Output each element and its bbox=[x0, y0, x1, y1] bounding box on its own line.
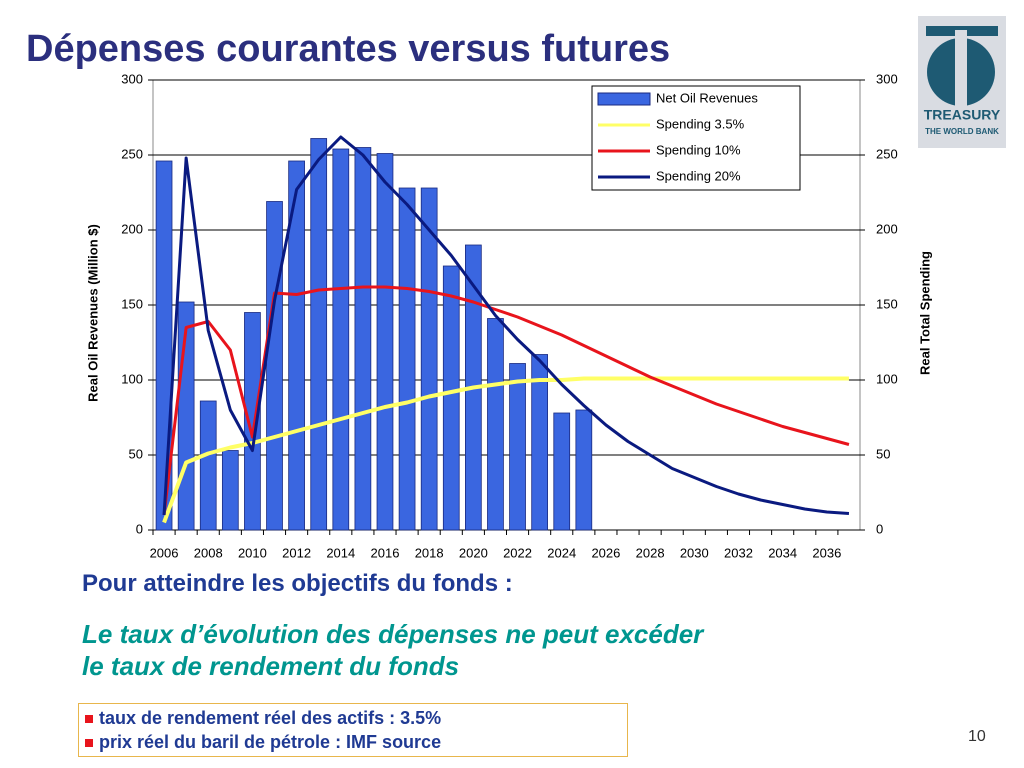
line bbox=[162, 135, 850, 516]
bar bbox=[244, 312, 261, 531]
x-tick-label: 2034 bbox=[768, 545, 797, 560]
logo: TREASURY THE WORLD BANK bbox=[918, 16, 1006, 148]
bar bbox=[310, 138, 328, 531]
x-tick-label: 2008 bbox=[194, 545, 223, 560]
bar bbox=[575, 409, 593, 531]
y2-tick-label: 100 bbox=[876, 371, 898, 386]
bar bbox=[509, 363, 526, 531]
bar bbox=[553, 412, 571, 531]
y-tick-label: 200 bbox=[121, 221, 143, 236]
bar bbox=[288, 160, 305, 531]
legend-label: Net Oil Revenues bbox=[656, 90, 758, 105]
y2-tick-label: 150 bbox=[876, 296, 898, 311]
page-number: 10 bbox=[968, 728, 986, 745]
x-tick-label: 2024 bbox=[547, 545, 576, 560]
logo-text: TREASURY bbox=[924, 107, 1001, 123]
x-tick-label: 2030 bbox=[680, 545, 709, 560]
legend-label: Spending 20% bbox=[656, 168, 741, 183]
statement: Le taux d’évolution des dépenses ne peut… bbox=[82, 618, 703, 682]
line bbox=[162, 285, 850, 516]
y-tick-label: 300 bbox=[121, 71, 143, 86]
y-tick-label: 50 bbox=[129, 446, 143, 461]
bullet-text: taux de rendement réel des actifs : 3.5% bbox=[99, 708, 442, 728]
x-tick-label: 2028 bbox=[636, 545, 665, 560]
legend-label: Spending 10% bbox=[656, 142, 741, 157]
bar bbox=[398, 187, 416, 531]
bar bbox=[376, 153, 394, 531]
y-tick-label: 150 bbox=[121, 296, 143, 311]
x-tick-label: 2014 bbox=[326, 545, 355, 560]
x-tick-label: 2016 bbox=[371, 545, 400, 560]
y2-tick-label: 300 bbox=[876, 71, 898, 86]
legend-label: Spending 3.5% bbox=[656, 116, 745, 131]
x-tick-label: 2022 bbox=[503, 545, 532, 560]
y-axis-title: Real Oil Revenues (Million $) bbox=[85, 224, 100, 402]
legend-box bbox=[591, 85, 801, 191]
bullet: taux de rendement réel des actifs : 3.5% bbox=[85, 706, 627, 730]
y2-tick-label: 50 bbox=[876, 446, 890, 461]
x-tick-label: 2006 bbox=[150, 545, 179, 560]
bar bbox=[531, 354, 548, 531]
bar bbox=[420, 187, 438, 531]
logo-stem bbox=[955, 30, 967, 106]
line bbox=[162, 376, 849, 524]
y2-tick-label: 250 bbox=[876, 146, 898, 161]
bar bbox=[442, 265, 460, 531]
bar bbox=[266, 201, 283, 531]
bullet: prix réel du baril de pétrole : IMF sour… bbox=[85, 730, 627, 754]
y-tick-label: 100 bbox=[121, 371, 143, 386]
statement-line: le taux de rendement du fonds bbox=[82, 651, 460, 681]
x-tick-label: 2010 bbox=[238, 545, 267, 560]
statement-line: Le taux d’évolution des dépenses ne peut… bbox=[82, 619, 704, 649]
x-tick-label: 2026 bbox=[591, 545, 620, 560]
subheading: Pour atteindre les objectifs du fonds : bbox=[82, 570, 513, 597]
legend-swatch bbox=[597, 92, 651, 106]
legend: Net Oil Revenues Spending 3.5% Spending 10… bbox=[591, 85, 801, 191]
x-tick-label: 2036 bbox=[812, 545, 841, 560]
bar bbox=[199, 400, 217, 531]
x-tick-label: 2032 bbox=[724, 545, 753, 560]
x-tick-label: 2018 bbox=[415, 545, 444, 560]
logo-text: THE WORLD BANK bbox=[925, 127, 999, 136]
bullet-text: prix réel du baril de pétrole : IMF sour… bbox=[99, 732, 442, 752]
y2-tick-label: 200 bbox=[876, 221, 898, 236]
bar bbox=[354, 147, 372, 531]
bar bbox=[332, 148, 350, 531]
x-tick-label: 2012 bbox=[282, 545, 311, 560]
x-tick-label: 2020 bbox=[459, 545, 488, 560]
y2-tick-label: 0 bbox=[876, 521, 883, 536]
slide-title: Dépenses courantes versus futures bbox=[26, 28, 671, 70]
y-tick-label: 0 bbox=[136, 521, 143, 536]
y2-axis-title: Real Total Spending bbox=[917, 251, 932, 375]
bullet-box: taux de rendement réel des actifs : 3.5%… bbox=[78, 703, 628, 757]
bar bbox=[221, 450, 239, 531]
y-tick-label: 250 bbox=[121, 146, 143, 161]
bar bbox=[487, 318, 504, 531]
